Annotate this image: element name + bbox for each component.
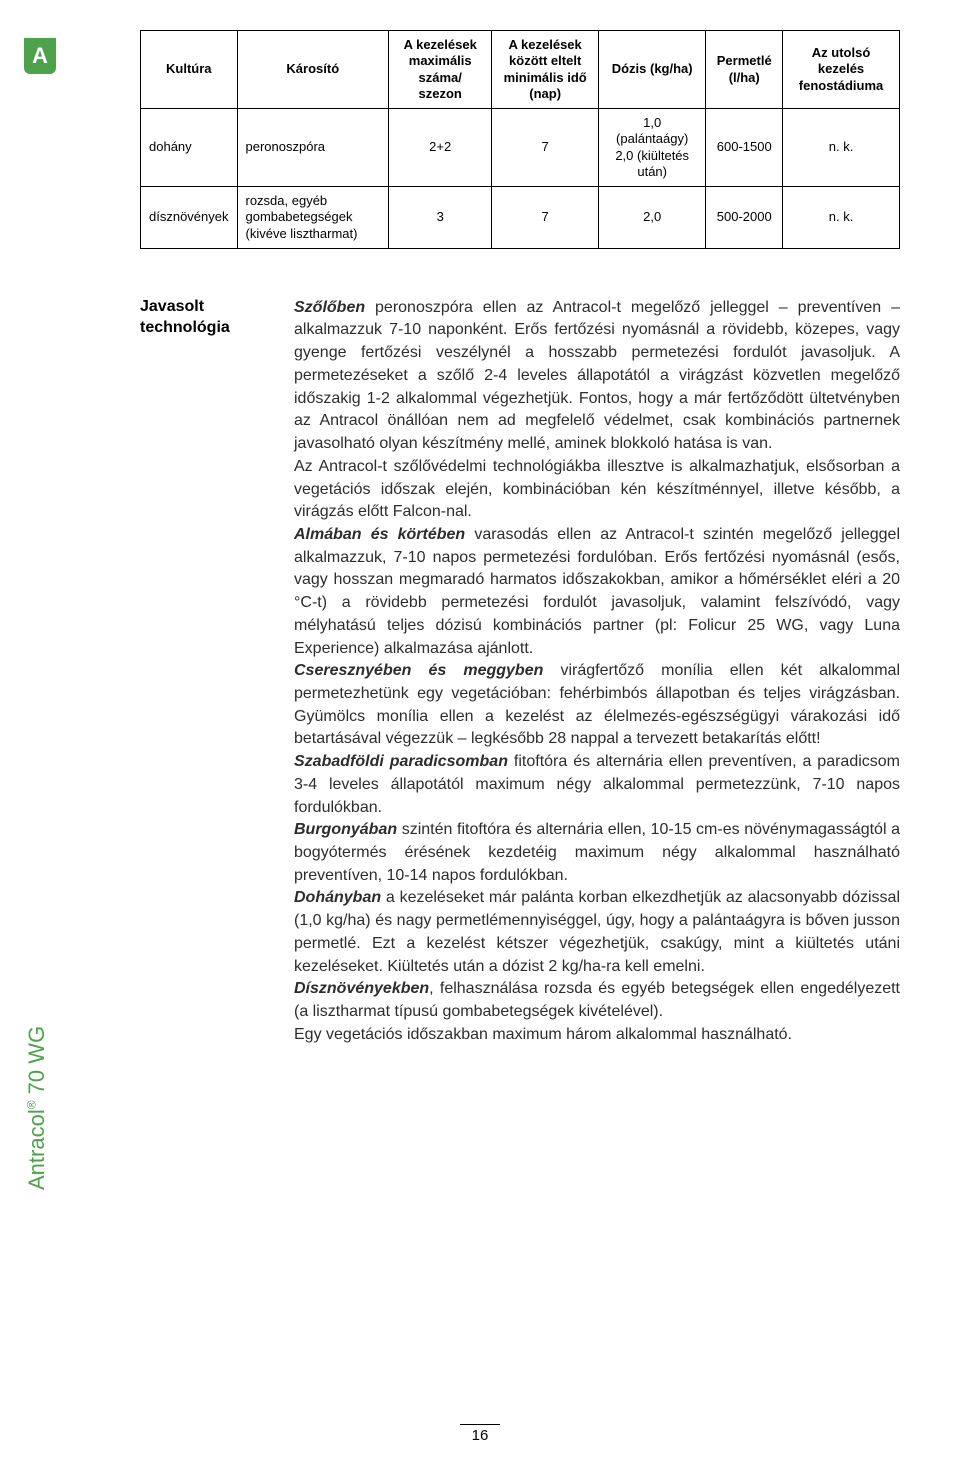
col-dozis: Dózis (kg/ha) <box>598 31 705 109</box>
section-body: Szőlőben peronoszpóra ellen az Antracol-… <box>294 297 900 1047</box>
cell: 7 <box>492 187 599 249</box>
section-tab: A <box>24 38 56 74</box>
paragraph: Szabadföldi paradicsomban fitoftóra és a… <box>294 751 900 819</box>
col-kultura: Kultúra <box>141 31 238 109</box>
table-header-row: Kultúra Károsító A kezelések maximális s… <box>141 31 900 109</box>
cell: dohány <box>141 109 238 187</box>
paragraph: Burgonyában szintén fitoftóra és alterná… <box>294 819 900 887</box>
cell: 500-2000 <box>706 187 783 249</box>
paragraph: Dísznövényekben, felhasználása rozsda és… <box>294 978 900 1023</box>
registered-mark: ® <box>25 1100 39 1109</box>
lead-szolo: Szőlőben <box>294 299 365 316</box>
text: a kezeléseket már palánta korban elkezdh… <box>294 889 900 974</box>
table-row: dísznövények rozsda, egyéb gombabetegség… <box>141 187 900 249</box>
lead-burgonya: Burgonyában <box>294 821 397 838</box>
paragraph: Szőlőben peronoszpóra ellen az Antracol-… <box>294 297 900 456</box>
cell: peronoszpóra <box>237 109 389 187</box>
paragraph: Egy vegetációs időszakban maximum három … <box>294 1024 900 1047</box>
cell: rozsda, egyéb gombabetegségek (kivéve li… <box>237 187 389 249</box>
cell: 7 <box>492 109 599 187</box>
cell: dísznövények <box>141 187 238 249</box>
cell: 2+2 <box>389 109 492 187</box>
col-permetle: Permetlé (l/ha) <box>706 31 783 109</box>
paragraph: Az Antracol-t szőlővédelmi technológiákb… <box>294 456 900 524</box>
cell: n. k. <box>783 187 900 249</box>
lead-cseresznye: Cseresznyében és meggyben <box>294 662 543 679</box>
lead-dohany: Dohányban <box>294 889 381 906</box>
lead-alma: Almában és körtében <box>294 526 465 543</box>
col-max-kezeles: A kezelések maximális száma/ szezon <box>389 31 492 109</box>
cell: 600-1500 <box>706 109 783 187</box>
paragraph: Cseresznyében és meggyben virágfertőző m… <box>294 660 900 751</box>
paragraph: Almában és körtében varasodás ellen az A… <box>294 524 900 660</box>
table-row: dohány peronoszpóra 2+2 7 1,0 (palántaág… <box>141 109 900 187</box>
col-fenostadium: Az utolsó kezelés fenostádiuma <box>783 31 900 109</box>
cell: 3 <box>389 187 492 249</box>
text: varasodás ellen az Antracol-t szintén me… <box>294 526 900 657</box>
col-karosito: Károsító <box>237 31 389 109</box>
dosage-table: Kultúra Károsító A kezelések maximális s… <box>140 30 900 249</box>
product-side-label: Antracol® 70 WG <box>24 1026 50 1190</box>
lead-paradicsom: Szabadföldi paradicsomban <box>294 753 508 770</box>
page-content: Kultúra Károsító A kezelések maximális s… <box>0 0 960 1086</box>
section-heading: Javasolt technológia <box>140 297 270 1047</box>
text: peronoszpóra ellen az Antracol-t megelőz… <box>294 299 900 452</box>
cell: n. k. <box>783 109 900 187</box>
cell: 1,0 (palántaágy) 2,0 (kiültetés után) <box>598 109 705 187</box>
col-min-ido: A kezelések között eltelt minimális idő … <box>492 31 599 109</box>
technology-section: Javasolt technológia Szőlőben peronoszpó… <box>140 297 900 1047</box>
cell: 2,0 <box>598 187 705 249</box>
lead-disznoveny: Dísznövényekben <box>294 980 429 997</box>
page-number: 16 <box>0 1424 960 1444</box>
paragraph: Dohányban a kezeléseket már palánta korb… <box>294 887 900 978</box>
